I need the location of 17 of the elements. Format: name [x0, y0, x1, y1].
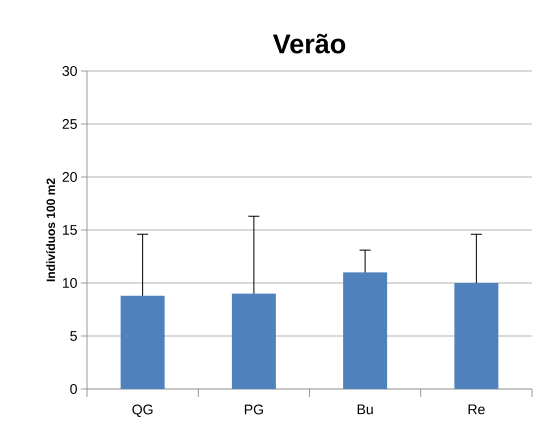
- bar: [343, 272, 388, 389]
- x-tick-label: QG: [132, 404, 152, 417]
- y-tick-label: 5: [70, 331, 77, 341]
- y-tick-label: 0: [70, 384, 77, 394]
- y-tick-label: 30: [62, 66, 77, 76]
- x-tick-label: Bu: [358, 404, 373, 414]
- bar: [120, 296, 165, 389]
- chart-title: Verão: [272, 34, 346, 54]
- y-tick-label: 10: [62, 278, 77, 288]
- x-tick-label: Re: [468, 404, 485, 414]
- y-tick-label: 25: [62, 119, 77, 129]
- y-axis-title: Indivíduos 100 m2: [46, 178, 56, 282]
- bar: [232, 294, 276, 389]
- y-tick-label: 20: [62, 172, 77, 182]
- bar: [454, 282, 498, 389]
- y-tick-label: 15: [62, 225, 77, 235]
- x-tick-label: PG: [244, 404, 263, 414]
